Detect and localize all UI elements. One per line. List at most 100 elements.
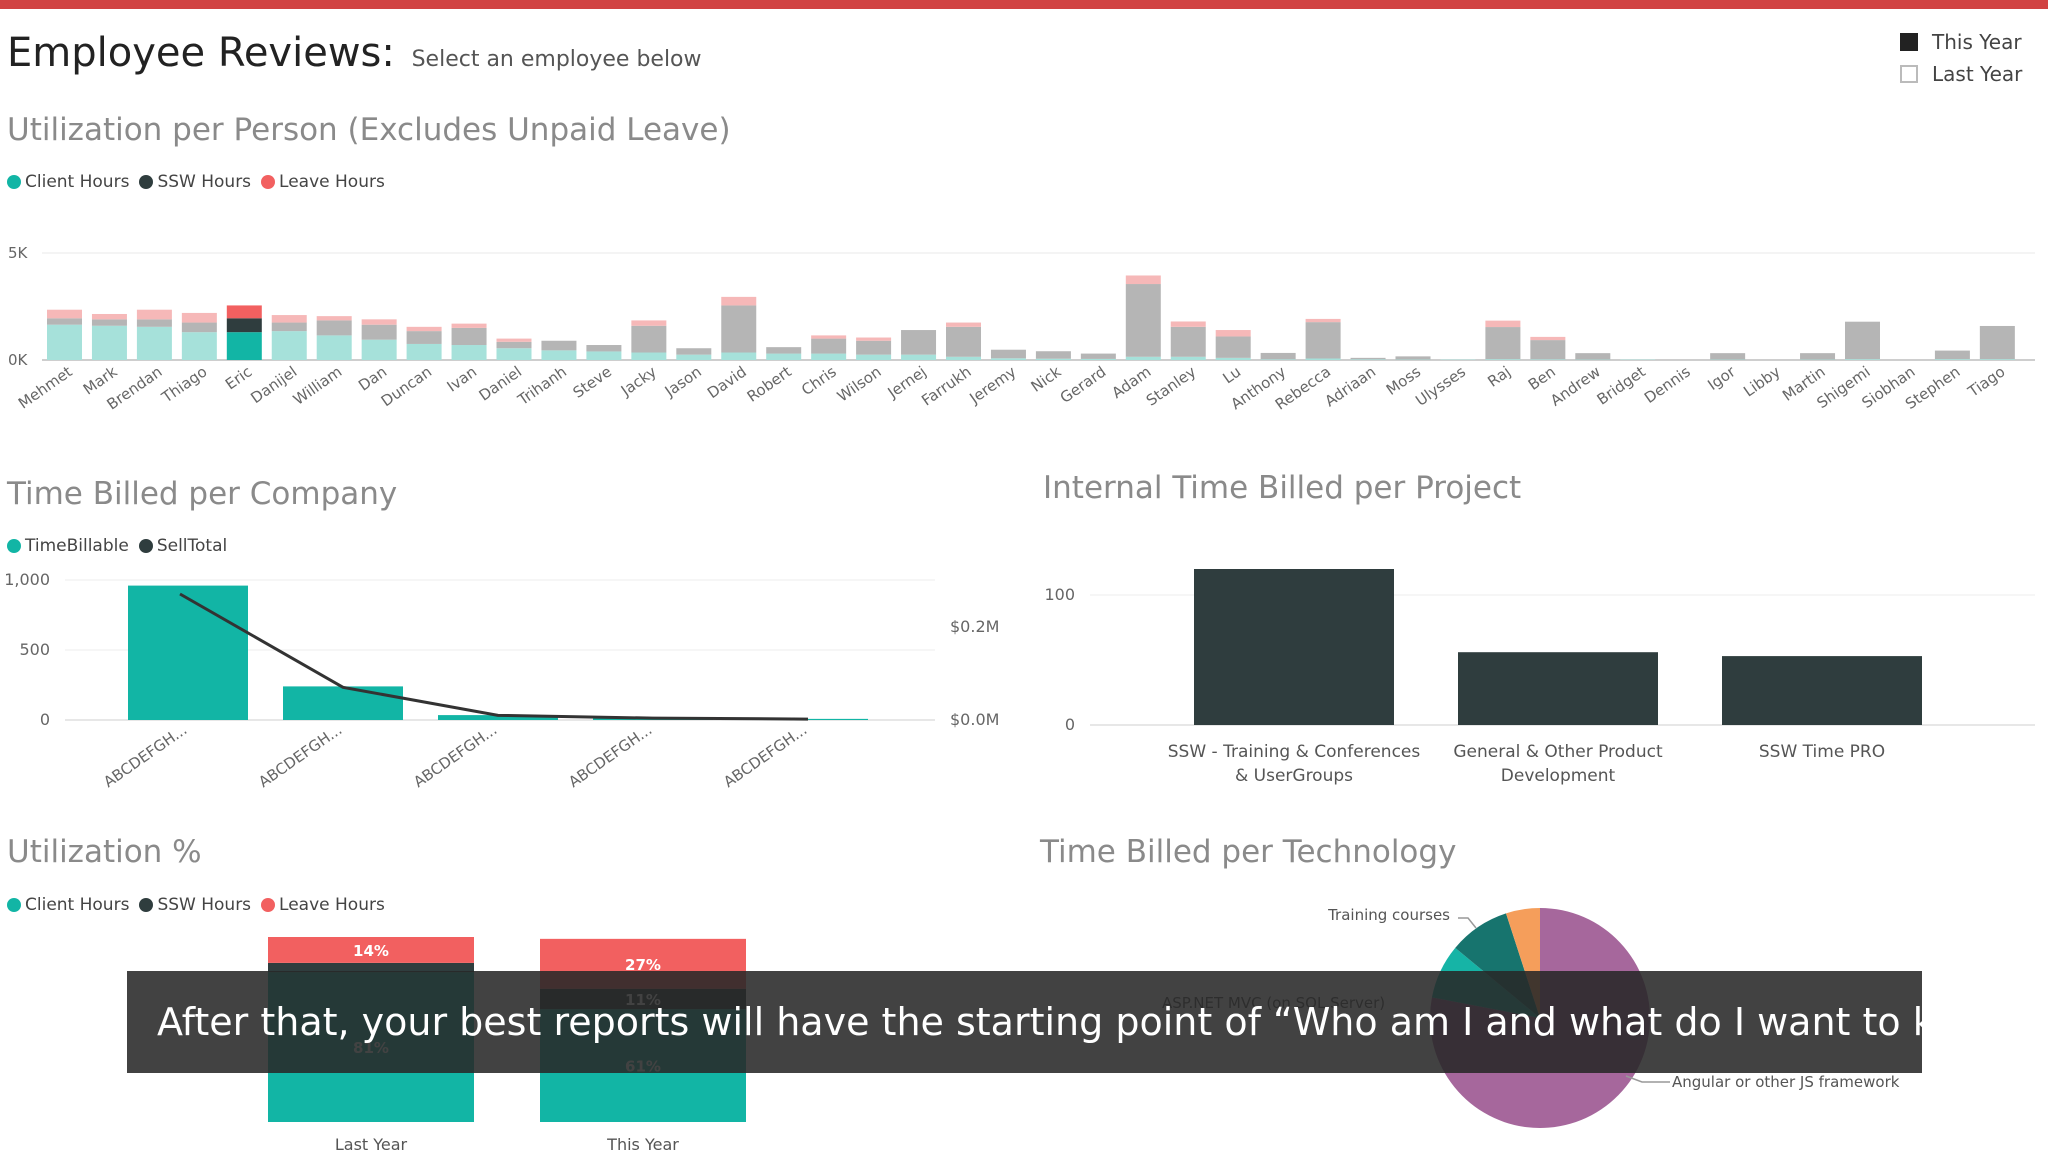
bar-segment[interactable] — [1305, 322, 1341, 359]
bar-segment[interactable] — [91, 313, 127, 320]
bar-segment[interactable] — [226, 318, 262, 333]
bar-segment[interactable] — [1934, 350, 1970, 360]
bar-segment[interactable] — [1710, 353, 1746, 360]
bar-segment[interactable] — [451, 345, 487, 360]
bar-segment[interactable] — [271, 322, 307, 332]
bar-segment[interactable] — [451, 327, 487, 346]
bar-segment[interactable] — [990, 358, 1026, 360]
bar-segment[interactable] — [541, 340, 577, 351]
bar-segment[interactable] — [361, 339, 397, 360]
bar-segment[interactable] — [586, 351, 622, 360]
bar-segment[interactable] — [811, 338, 847, 354]
bar-segment[interactable] — [586, 345, 622, 352]
bar-segment[interactable] — [181, 332, 217, 360]
bar-segment[interactable] — [91, 325, 127, 360]
bar-segment[interactable] — [1215, 330, 1251, 337]
bar-segment[interactable] — [721, 296, 757, 306]
bar-segment[interactable] — [496, 338, 532, 342]
bar-segment[interactable] — [136, 326, 172, 360]
bar-segment[interactable] — [766, 347, 802, 354]
bar-segment[interactable] — [1170, 356, 1206, 360]
bar-segment[interactable] — [1125, 275, 1161, 285]
bar-segment[interactable] — [1260, 359, 1296, 360]
bar-segment[interactable] — [766, 353, 802, 360]
checkbox-empty-icon[interactable] — [1900, 65, 1918, 83]
bar[interactable] — [283, 686, 403, 720]
year-toggle[interactable]: This Year Last Year — [1900, 30, 2022, 94]
bar-segment[interactable] — [1979, 325, 2015, 360]
bar-segment[interactable] — [946, 326, 981, 357]
bar-segment[interactable] — [946, 356, 981, 360]
bar-segment[interactable] — [47, 324, 82, 360]
bar-segment[interactable] — [361, 324, 397, 340]
bar-segment[interactable] — [1125, 284, 1161, 357]
bar-segment[interactable] — [181, 312, 217, 323]
bar-segment[interactable] — [1215, 336, 1251, 358]
bar-segment[interactable] — [226, 305, 262, 319]
bar-segment[interactable] — [1934, 359, 1970, 360]
bar-segment[interactable] — [91, 319, 127, 326]
legend-client-hours[interactable]: Client Hours — [7, 172, 129, 192]
bar-segment[interactable] — [1080, 353, 1116, 359]
bar-segment[interactable] — [268, 937, 474, 963]
bar[interactable] — [128, 585, 248, 720]
bar-segment[interactable] — [47, 318, 82, 325]
bar-segment[interactable] — [1035, 351, 1071, 359]
bar-segment[interactable] — [1035, 358, 1071, 360]
bar-segment[interactable] — [1485, 359, 1521, 360]
bar-segment[interactable] — [181, 322, 217, 333]
bar-segment[interactable] — [1125, 356, 1161, 360]
bar-segment[interactable] — [1260, 352, 1296, 360]
bar[interactable] — [438, 715, 558, 720]
bar[interactable] — [748, 718, 868, 720]
time-billed-company-chart[interactable]: 0 500 1,000 $0.2M $0.0M ABCDEFGH... ABCDEFGH..… — [0, 565, 1020, 805]
internal-time-billed-chart[interactable]: 100 0 SSW - Training & Conferences & UserGr… — [1030, 545, 2045, 800]
legend-ssw-hours[interactable]: SSW Hours — [139, 172, 251, 192]
bar-segment[interactable] — [990, 349, 1026, 359]
bar-segment[interactable] — [316, 320, 352, 336]
bar-segment[interactable] — [676, 354, 712, 360]
bar[interactable] — [1458, 652, 1658, 725]
bar-segment[interactable] — [1350, 359, 1386, 360]
bar-segment[interactable] — [1979, 359, 2015, 360]
bar-segment[interactable] — [946, 322, 981, 327]
bar-segment[interactable] — [451, 323, 487, 328]
bar-segment[interactable] — [1530, 336, 1566, 341]
bar-segment[interactable] — [631, 352, 667, 360]
bar-segment[interactable] — [268, 962, 474, 973]
bar-segment[interactable] — [1485, 320, 1521, 328]
bar-segment[interactable] — [1575, 353, 1611, 360]
bar-segment[interactable] — [811, 335, 847, 339]
this-year-option[interactable]: This Year — [1900, 30, 2022, 54]
bar-segment[interactable] — [271, 331, 307, 360]
bar[interactable] — [1722, 656, 1922, 725]
legend-sell-total[interactable]: SellTotal — [138, 536, 227, 556]
bar-segment[interactable] — [361, 319, 397, 325]
bar-segment[interactable] — [676, 348, 712, 355]
bar-segment[interactable] — [901, 330, 937, 355]
bar-segment[interactable] — [316, 335, 352, 360]
bar-segment[interactable] — [856, 337, 892, 341]
bar-segment[interactable] — [541, 350, 577, 360]
bar-segment[interactable] — [1395, 356, 1431, 360]
bar-segment[interactable] — [1215, 357, 1251, 360]
bar-segment[interactable] — [496, 341, 532, 349]
last-year-option[interactable]: Last Year — [1900, 62, 2022, 86]
bar[interactable] — [1194, 569, 1394, 725]
bar-segment[interactable] — [406, 326, 442, 332]
bar-segment[interactable] — [136, 309, 172, 320]
bar-segment[interactable] — [1170, 321, 1206, 327]
bar-segment[interactable] — [1350, 357, 1386, 360]
bar-segment[interactable] — [406, 331, 442, 344]
bar-segment[interactable] — [226, 332, 262, 360]
bar-segment[interactable] — [1305, 358, 1341, 360]
bar-segment[interactable] — [1845, 321, 1880, 360]
bar-segment[interactable] — [406, 343, 442, 360]
bar-segment[interactable] — [1530, 359, 1566, 360]
legend-time-billable[interactable]: TimeBillable — [7, 536, 129, 556]
legend-ssw-hours[interactable]: SSW Hours — [139, 895, 251, 915]
bar-segment[interactable] — [496, 348, 532, 360]
legend-leave-hours[interactable]: Leave Hours — [261, 895, 385, 915]
bar-segment[interactable] — [1800, 353, 1836, 360]
